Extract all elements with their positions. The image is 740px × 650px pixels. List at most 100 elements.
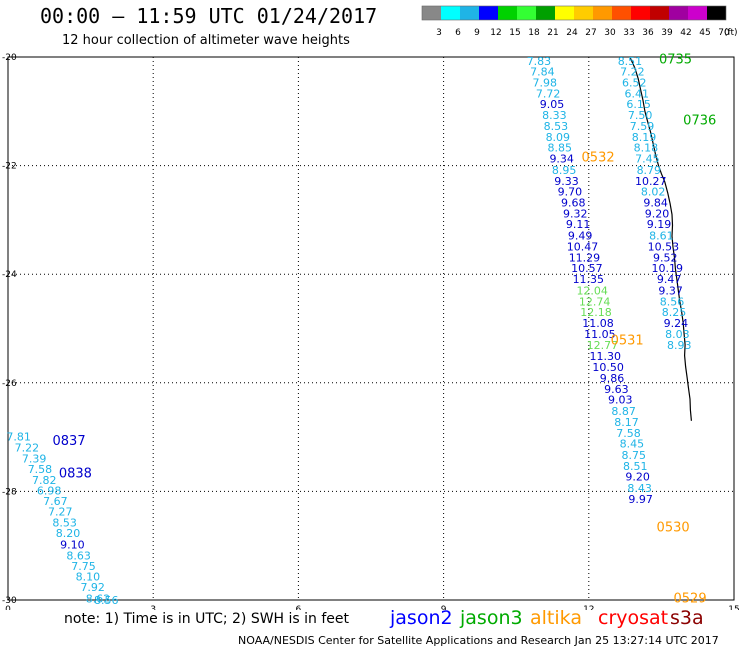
- colorbar-cell: [688, 6, 707, 20]
- map-frame: [7, 56, 735, 601]
- wave-height-label: 11.05: [584, 328, 616, 341]
- wave-height-label: 8.87: [611, 405, 636, 418]
- wave-height-label: 7.75: [71, 560, 96, 573]
- wave-height-label: 8.02: [641, 186, 666, 199]
- wave-height-label: 10.50: [592, 361, 624, 374]
- wave-height-label: 8.56: [94, 594, 119, 607]
- x-tick-label: 9: [441, 605, 447, 610]
- wave-height-label: 8.61: [649, 230, 674, 243]
- x-tick-label: 12: [583, 605, 594, 610]
- wave-height-label: 8.75: [622, 449, 647, 462]
- wave-height-label: 6.98: [37, 484, 62, 497]
- wave-height-label: 7.58: [616, 427, 641, 440]
- legend-cryosat: cryosat: [598, 607, 669, 629]
- colorbar-cell: [422, 6, 441, 20]
- colorbar-cell: [669, 6, 688, 20]
- legend-jason3: jason3: [460, 607, 523, 629]
- wave-height-label: 8.85: [548, 142, 573, 155]
- colorbar-tick-label: 9: [474, 28, 480, 38]
- wave-height-label: 7.92: [80, 581, 105, 594]
- wave-height-label: 7.27: [48, 505, 73, 518]
- wave-height-label: 7.82: [32, 474, 57, 487]
- wave-height-label: 10.47: [567, 241, 599, 254]
- map-subtitle: 12 hour collection of altimeter wave hei…: [62, 33, 350, 48]
- pass-time-label: 0838: [59, 466, 92, 481]
- pass-time-label: 0837: [53, 434, 86, 449]
- wave-height-label: 9.32: [563, 207, 588, 220]
- wave-height-label: 12.74: [579, 295, 611, 308]
- credit-line: NOAA/NESDIS Center for Satellite Applica…: [238, 634, 719, 647]
- colorbar-tick-label: 33: [623, 28, 634, 38]
- wave-height-label: 8.25: [662, 306, 687, 319]
- colorbar-cell: [574, 6, 593, 20]
- wave-height-label: 8.95: [552, 164, 577, 177]
- wave-height-label: 8.93: [667, 339, 692, 352]
- colorbar-tick-label: 42: [680, 28, 691, 38]
- wave-height-label: 9.20: [625, 471, 650, 484]
- colorbar-cell: [517, 6, 536, 20]
- wave-height-label: 9.70: [558, 186, 583, 199]
- wave-height-label: 9.19: [647, 218, 672, 231]
- wave-height-label: 9.20: [645, 207, 670, 220]
- wave-height-label: 8.56: [660, 295, 685, 308]
- wave-height-label: 6.15: [626, 98, 651, 111]
- colorbar-tick-label: 39: [661, 28, 673, 38]
- wave-height-label: 8.43: [627, 482, 652, 495]
- map-title: 00:00 – 11:59 UTC 01/24/2017: [40, 4, 378, 28]
- colorbar-tick-label: 36: [642, 28, 654, 38]
- wave-height-label: 7.45: [635, 153, 660, 166]
- wave-height-label: 8.62: [86, 592, 111, 605]
- colorbar-cell: [555, 6, 574, 20]
- wave-height-label: 12.77: [587, 339, 619, 352]
- wave-height-label: 9.10: [60, 539, 85, 552]
- wave-height-label: 11.08: [582, 317, 614, 330]
- wave-height-label: 7.84: [530, 66, 555, 79]
- wave-height-label: 9.34: [549, 153, 574, 166]
- colorbar-cell: [612, 6, 631, 20]
- wave-height-label: 10.19: [651, 262, 683, 275]
- wave-height-label: 10.53: [648, 241, 680, 254]
- wave-height-label: 9.49: [568, 230, 593, 243]
- wave-height-label: 12.18: [580, 306, 612, 319]
- colorbar-tick-label: 12: [490, 28, 501, 38]
- y-tick-label: -24: [2, 270, 17, 280]
- wave-height-label: 8.51: [623, 460, 648, 473]
- colorbar-tick-label: 15: [509, 28, 520, 38]
- x-tick-label: 6: [296, 605, 302, 610]
- y-tick-label: -30: [2, 596, 17, 606]
- wave-height-label: 7.81: [6, 431, 31, 444]
- wave-height-label: 9.47: [657, 273, 682, 286]
- colorbar-unit: (ft): [724, 28, 738, 38]
- legend-jason2: jason2: [390, 607, 453, 629]
- wave-height-label: 7.67: [43, 495, 68, 508]
- wave-height-label: 8.33: [542, 109, 567, 122]
- wave-height-label: 7.39: [22, 452, 47, 465]
- wave-height-label: 6.41: [624, 87, 649, 100]
- footnote: note: 1) Time is in UTC; 2) SWH is in fe…: [64, 611, 350, 627]
- colorbar-tick-label: 45: [699, 28, 710, 38]
- colorbar-cell: [460, 6, 479, 20]
- x-tick-label: 15: [728, 605, 739, 610]
- colorbar-cell: [441, 6, 460, 20]
- wave-height-label: 9.63: [604, 383, 629, 396]
- wave-height-label: 9.52: [653, 251, 678, 264]
- pass-time-label: 0735: [659, 53, 692, 68]
- x-tick-label: 0: [5, 605, 11, 610]
- wave-height-label: 8.03: [665, 328, 690, 341]
- colorbar-tick-label: 70: [718, 28, 730, 38]
- colorbar-cell: [593, 6, 612, 20]
- wave-height-label: 7.50: [628, 109, 653, 122]
- wave-height-label: 9.24: [664, 317, 689, 330]
- wave-height-label: 9.68: [561, 197, 586, 210]
- wave-height-label: 7.22: [620, 66, 645, 79]
- pass-time-label: 0530: [657, 521, 690, 536]
- colorbar-tick-label: 6: [455, 28, 461, 38]
- wave-height-label: 11.30: [590, 350, 622, 363]
- colorbar-cell: [707, 6, 726, 20]
- y-tick-label: -28: [2, 487, 17, 497]
- wave-height-label: 9.37: [658, 284, 683, 297]
- wave-height-label: 9.86: [600, 372, 625, 385]
- wave-height-label: 8.63: [66, 549, 91, 562]
- x-tick-label: 3: [150, 605, 156, 610]
